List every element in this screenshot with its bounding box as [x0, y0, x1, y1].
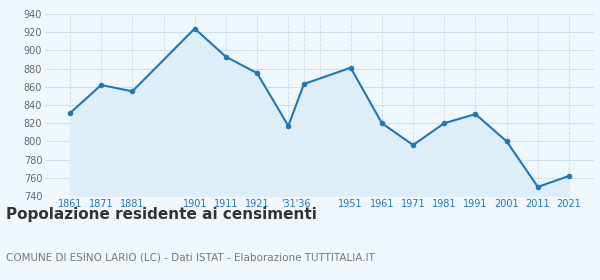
Point	[408, 143, 418, 147]
Point	[502, 139, 511, 144]
Point	[190, 26, 200, 31]
Point	[65, 111, 75, 115]
Point	[284, 124, 293, 128]
Point	[377, 121, 386, 125]
Point	[299, 82, 309, 86]
Point	[564, 174, 574, 178]
Point	[97, 83, 106, 87]
Point	[221, 55, 231, 59]
Text: COMUNE DI ESINO LARIO (LC) - Dati ISTAT - Elaborazione TUTTITALIA.IT: COMUNE DI ESINO LARIO (LC) - Dati ISTAT …	[6, 252, 375, 262]
Point	[253, 71, 262, 75]
Text: Popolazione residente ai censimenti: Popolazione residente ai censimenti	[6, 207, 317, 222]
Point	[346, 66, 355, 70]
Point	[533, 185, 542, 189]
Point	[439, 121, 449, 125]
Point	[128, 89, 137, 94]
Point	[470, 112, 480, 116]
